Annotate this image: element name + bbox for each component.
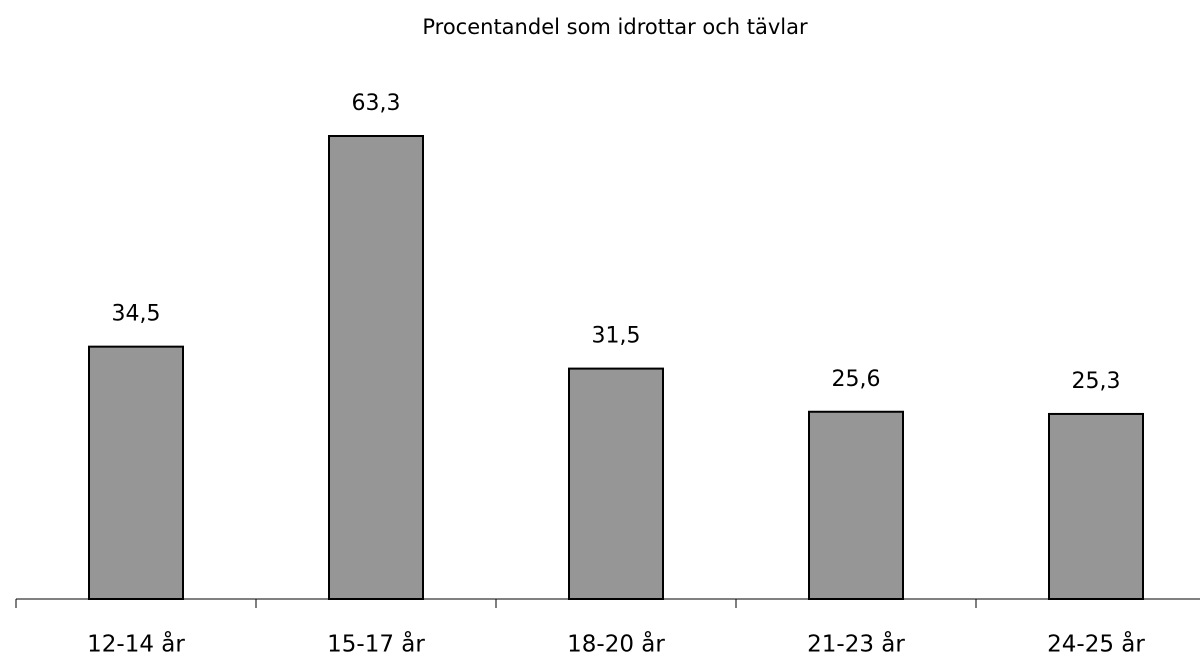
bar [1048,412,1144,600]
value-label: 25,6 [832,367,881,392]
bar [808,410,904,600]
x-tick-label: 15-17 år [327,630,425,658]
chart-title: Procentandel som idrottar och tävlar [422,15,808,39]
value-label: 31,5 [592,324,641,349]
x-tick-label: 18-20 år [567,630,665,658]
x-tick-label: 24-25 år [1047,630,1145,658]
x-tick-label: 12-14 år [87,630,185,658]
bar [88,345,184,600]
bar [328,135,424,600]
value-label: 25,3 [1072,369,1121,394]
value-label: 63,3 [352,91,401,116]
x-tick-label: 21-23 år [807,630,905,658]
bar [568,367,664,600]
value-label: 34,5 [112,302,161,327]
